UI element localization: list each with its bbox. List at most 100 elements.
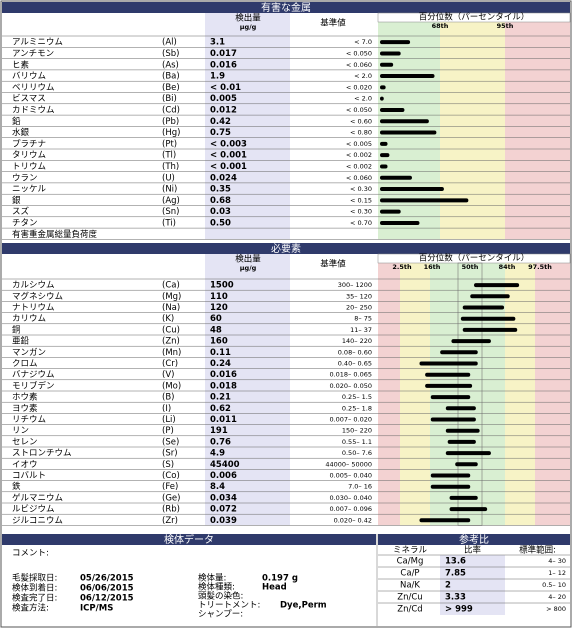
element-name: ウラン — [12, 173, 38, 183]
ratio-name: Na/K — [400, 581, 420, 591]
element-symbol: (Ag) — [162, 196, 180, 206]
value-header: 検出量 — [235, 254, 261, 265]
element-name: 銅 — [12, 324, 21, 335]
percentile-bar — [449, 507, 488, 512]
reference-range: < 0.60 — [350, 117, 372, 125]
field-label: 検査完了日: — [12, 593, 57, 604]
reference-range: 0.005– 0.040 — [329, 472, 372, 480]
element-symbol: (Ni) — [162, 185, 177, 195]
section-title: 検体データ — [164, 533, 214, 546]
measured-value: 60 — [210, 314, 222, 324]
reference-range: < 0.70 — [350, 219, 372, 227]
percentile-bar — [474, 283, 520, 288]
total-label: 有害重金属総量負荷度 — [12, 229, 98, 240]
reference-range: 7.0– 16 — [348, 483, 372, 491]
measured-value: 0.21 — [210, 393, 231, 403]
measured-value: 0.016 — [210, 370, 237, 380]
measured-value: 120 — [210, 303, 228, 313]
measured-value: 0.35 — [210, 185, 231, 195]
ratio-name: Ca/P — [400, 569, 419, 579]
zone — [400, 263, 430, 526]
element-symbol: (Cd) — [162, 105, 180, 115]
measured-value: < 0.001 — [210, 151, 247, 161]
measured-value: 0.024 — [210, 173, 237, 183]
measured-value: 0.42 — [210, 117, 231, 127]
measured-value: < 0.001 — [210, 162, 247, 172]
measured-value: 4.9 — [210, 449, 225, 459]
reference-range: 35– 120 — [346, 292, 372, 300]
reference-range: < 0.050 — [346, 106, 372, 114]
element-symbol: (Na) — [162, 303, 180, 313]
measured-value: 0.03 — [210, 207, 231, 217]
section-header — [2, 243, 570, 254]
element-symbol: (Pt) — [162, 139, 177, 149]
measured-value: 191 — [210, 426, 228, 436]
element-name: ストロンチウム — [12, 449, 72, 459]
element-symbol: (Ge) — [162, 493, 180, 503]
reference-range: 0.030– 0.040 — [329, 494, 372, 502]
reference-range: 11– 37 — [350, 326, 372, 334]
element-symbol: (P) — [162, 426, 174, 436]
measured-value: 0.11 — [210, 348, 231, 358]
element-name: ベリリウム — [12, 83, 55, 93]
field-label: 検体量: — [198, 573, 226, 584]
percentile-bar — [460, 316, 516, 321]
measured-value: 0.24 — [210, 359, 231, 369]
ref-header: 基準値 — [320, 259, 346, 270]
measured-value: 0.034 — [210, 493, 237, 503]
percentile-bar — [445, 451, 491, 456]
element-symbol: (Ti) — [162, 218, 176, 228]
percentile-bar — [419, 361, 478, 366]
element-name: 亜鉛 — [12, 336, 30, 347]
percentile-bar — [380, 62, 394, 67]
reference-range: 0.007– 0.020 — [329, 416, 372, 424]
element-name: 水銀 — [12, 127, 30, 138]
field-label: 検査方法: — [12, 603, 49, 614]
field-label: トリートメント: — [198, 601, 260, 611]
element-symbol: (S) — [162, 460, 174, 470]
percentile-bar — [425, 372, 471, 377]
measured-value: 160 — [210, 337, 228, 347]
reference-range: < 2.0 — [354, 72, 372, 80]
element-symbol: (Mn) — [162, 348, 181, 358]
element-name: タリウム — [12, 151, 46, 161]
element-name: トリウム — [12, 162, 46, 172]
field-label: 毛髪採取日: — [12, 573, 57, 584]
percentile-bar — [430, 484, 471, 489]
field-value: Dye,Perm — [280, 601, 327, 611]
element-name: マンガン — [12, 347, 46, 358]
reference-range: < 0.002 — [346, 162, 372, 170]
section-header — [2, 2, 570, 13]
measured-value: 0.68 — [210, 196, 231, 206]
measured-value: 0.012 — [210, 105, 237, 115]
element-symbol: (K) — [162, 314, 174, 324]
element-name: アルミニウム — [12, 38, 63, 48]
field-label: 頭髪の染色: — [198, 591, 243, 602]
ratio-value: 2 — [445, 581, 451, 591]
percentile-bar — [380, 153, 390, 158]
element-name: 鉄 — [12, 481, 21, 492]
element-symbol: (V) — [162, 370, 174, 380]
measured-value: < 0.003 — [210, 139, 247, 149]
element-symbol: (Al) — [162, 38, 177, 48]
percentile-bar — [380, 51, 401, 56]
measured-value: 0.016 — [210, 60, 237, 70]
element-name: ジルコニウム — [12, 516, 63, 526]
element-symbol: (Pb) — [162, 117, 179, 127]
element-name: カルシウム — [12, 281, 55, 291]
element-symbol: (Cr) — [162, 359, 178, 369]
ratio-value: 7.85 — [445, 569, 466, 579]
ratio-column — [440, 555, 505, 615]
reference-range: < 2.0 — [354, 95, 372, 103]
percentile-bar — [380, 141, 388, 146]
element-symbol: (B) — [162, 393, 174, 403]
element-name: チタン — [12, 218, 38, 228]
chart-header-bg — [377, 12, 571, 23]
ratio-header: 比率 — [464, 545, 482, 556]
measured-value: 8.4 — [210, 482, 225, 492]
element-name: ホウ素 — [12, 392, 38, 403]
ratio-value: > 999 — [445, 605, 473, 615]
element-name: アンチモン — [12, 49, 54, 59]
reference-range: 140– 220 — [342, 337, 372, 345]
